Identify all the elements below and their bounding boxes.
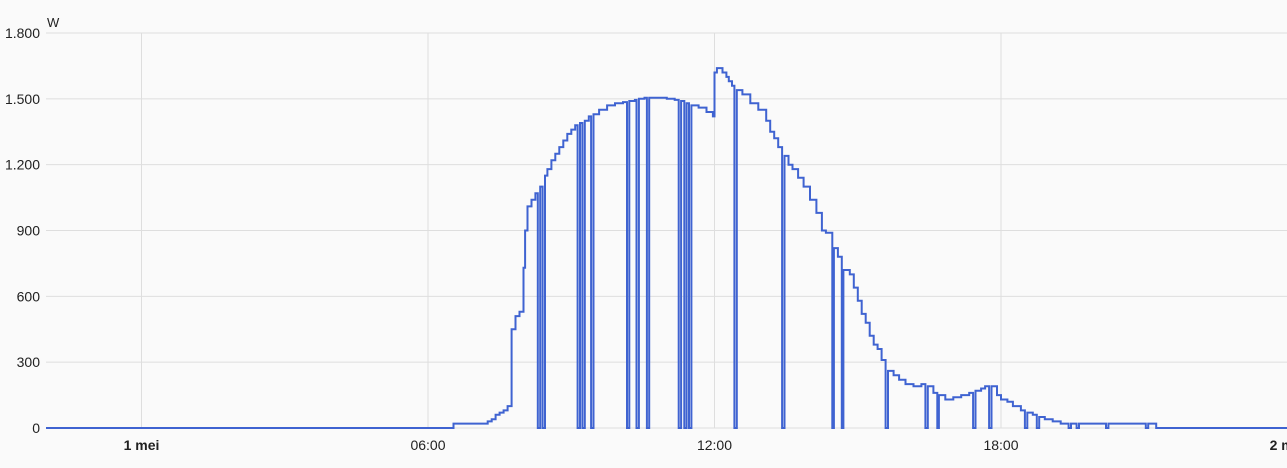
- x-tick-label: 18:00: [983, 437, 1018, 453]
- x-tick-label: 12:00: [697, 437, 732, 453]
- y-tick-label: 1.500: [5, 91, 40, 107]
- x-axis-tick-labels: 1 mei 06:00 12:00 18:00 2 mei: [124, 437, 1287, 453]
- x-tick-label: 06:00: [410, 437, 445, 453]
- y-tick-label: 300: [17, 354, 41, 370]
- plot-area[interactable]: [46, 67, 1287, 429]
- y-tick-label: 900: [17, 223, 41, 239]
- grid-lines: [46, 32, 1287, 429]
- y-tick-label: 1.200: [5, 157, 40, 173]
- y-axis-tick-labels: 0 300 600 900 1.200 1.500 1.800: [5, 25, 40, 436]
- y-tick-label: 600: [17, 288, 41, 304]
- y-tick-label: 0: [32, 420, 40, 436]
- y-axis-unit-label: W: [47, 15, 60, 30]
- x-tick-label: 2 mei: [1270, 437, 1287, 453]
- y-tick-label: 1.800: [5, 25, 40, 41]
- power-series-line[interactable]: [46, 67, 1287, 429]
- x-tick-label: 1 mei: [124, 437, 160, 453]
